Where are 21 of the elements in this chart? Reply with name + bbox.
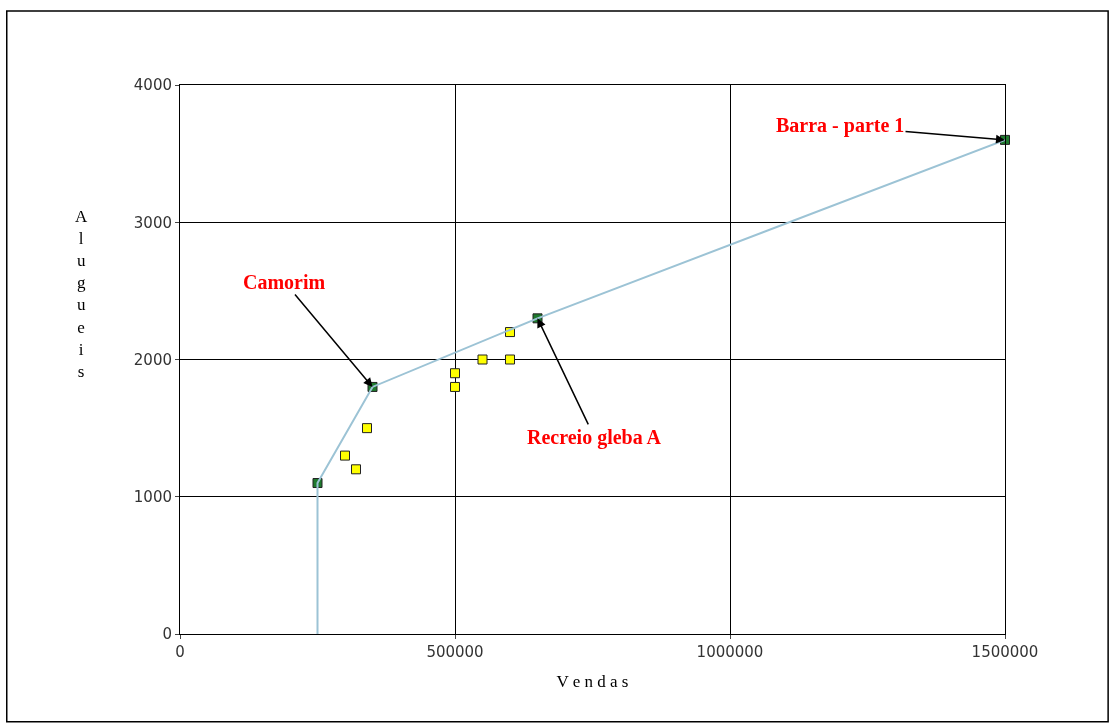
point (340, 450, 350, 461)
y-tick-label: 3000 (133, 213, 172, 232)
annotation: Barra - parte 1 (776, 114, 905, 137)
annotation: Camorim (243, 271, 326, 293)
y-axis-title: Alugueis (75, 207, 88, 381)
point (477, 354, 488, 365)
annotation: Recreio gleba A (527, 426, 662, 449)
x-tick-label: 1500000 (971, 643, 1039, 661)
y-tick-label: 1000 (133, 488, 172, 506)
x-tick-label: 0 (175, 643, 185, 661)
y-tick-label: 0 (162, 625, 172, 644)
point (450, 368, 460, 379)
y-tick-label: 2000 (133, 350, 172, 369)
x-tick-label: 1000000 (696, 643, 764, 661)
x-axis-title: V e n d a s (556, 672, 629, 692)
point (351, 464, 361, 475)
point (362, 423, 372, 434)
x-tick-label: 500000 (426, 643, 484, 661)
point (450, 381, 460, 392)
y-tick-label: 4000 (133, 76, 172, 95)
point (505, 354, 515, 365)
